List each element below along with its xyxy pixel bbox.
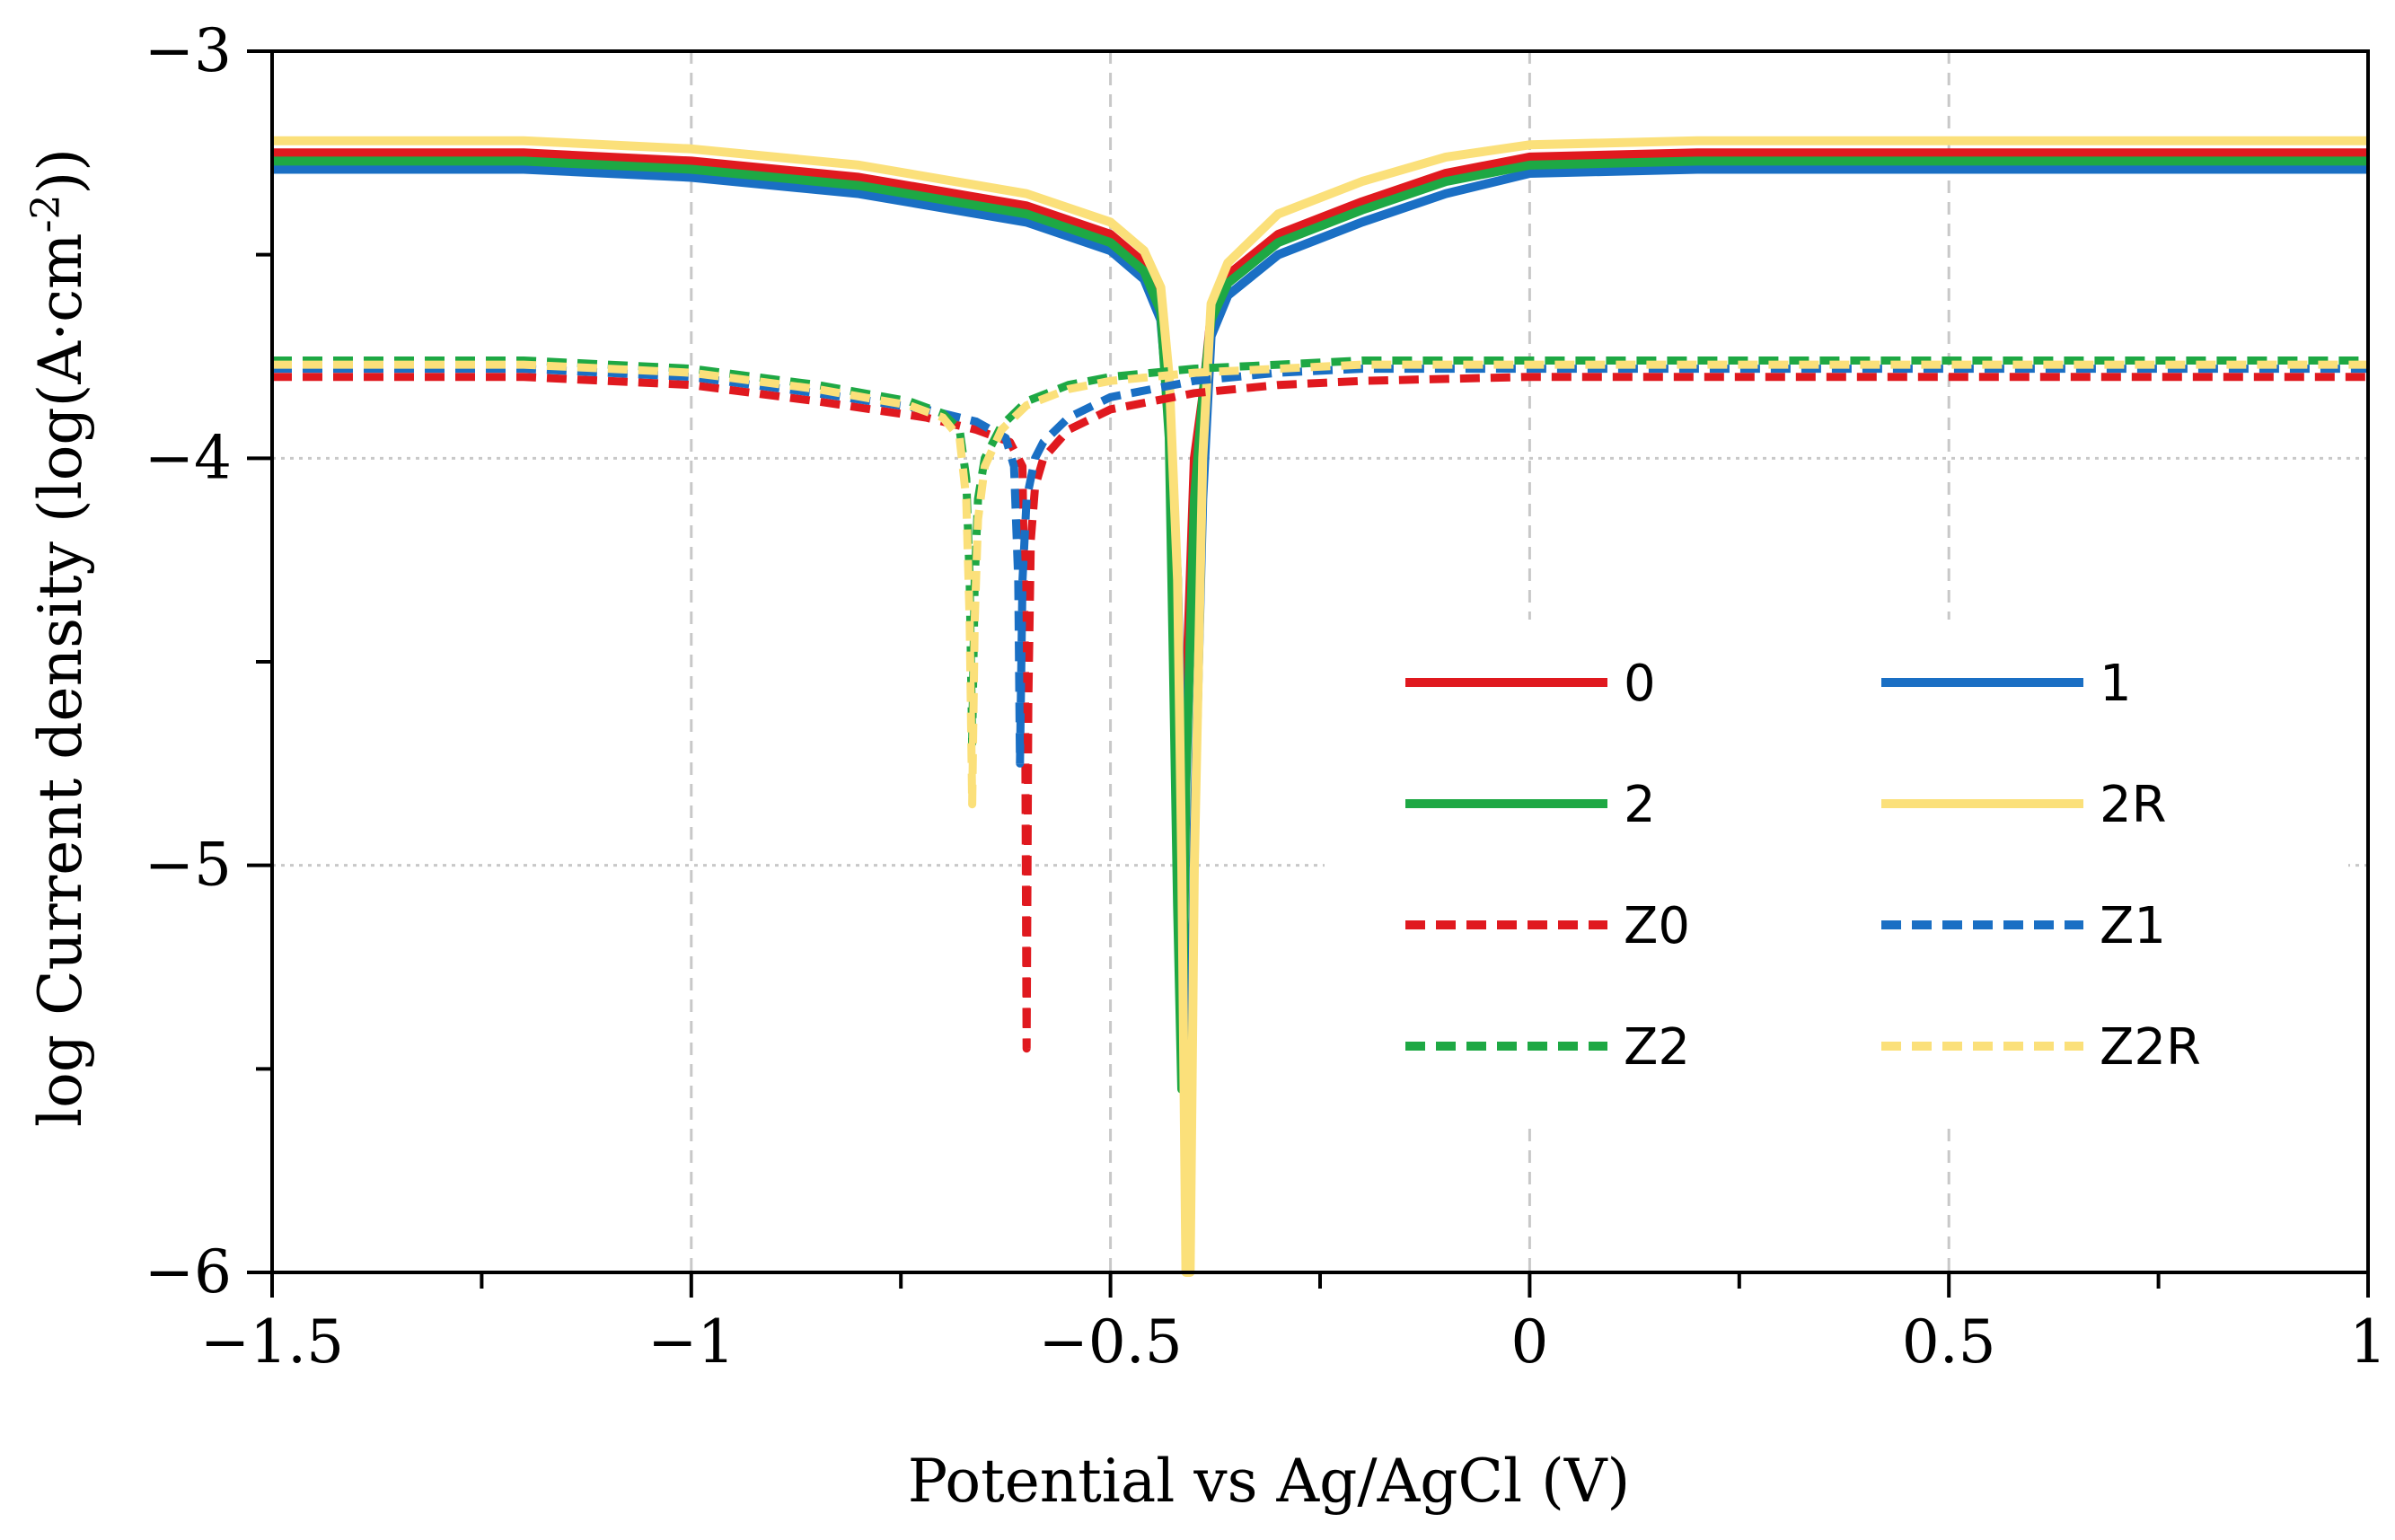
legend-item-z2r: Z2R xyxy=(1881,1018,2201,1077)
legend-label: 0 xyxy=(1624,655,1656,713)
y-axis-title-main: log Current density (log(A·cm xyxy=(26,233,95,1127)
legend: 0 1 2 2R Z0 Z1 Z2 Z2R xyxy=(1405,655,2201,1077)
tick-labels: −1.5 −1 −0.5 0 0.5 1 −6 −5 −4 −3 xyxy=(145,16,2387,1377)
series-line-z2r xyxy=(272,360,2368,809)
y-axis-title-end: )) xyxy=(26,148,95,195)
x-axis-title: Potential vs Ag/AgCl (V) xyxy=(908,1447,1631,1516)
legend-label: 1 xyxy=(2100,655,2132,713)
x-tick-label: 1 xyxy=(2349,1307,2387,1377)
x-tick-label: 0.5 xyxy=(1902,1307,1996,1377)
legend-label: Z2R xyxy=(2100,1018,2201,1077)
legend-box xyxy=(1325,620,2348,1122)
legend-label: Z2 xyxy=(1624,1018,1690,1077)
legend-item-1: 1 xyxy=(1881,655,2132,713)
axes xyxy=(247,49,2370,1298)
y-axis-title: log Current density (log(A·cm-2)) xyxy=(23,148,95,1127)
series-line-z0 xyxy=(272,373,2368,1053)
y-tick-label: −3 xyxy=(145,16,232,85)
y-tick-label: −4 xyxy=(145,423,232,492)
legend-item-2r: 2R xyxy=(1881,776,2167,834)
y-tick-label: −6 xyxy=(145,1237,232,1307)
legend-label: 2R xyxy=(2100,776,2167,834)
legend-item-z0: Z0 xyxy=(1405,897,1690,955)
legend-item-2: 2 xyxy=(1405,776,1656,834)
legend-item-z1: Z1 xyxy=(1881,897,2166,955)
legend-label: Z1 xyxy=(2100,897,2166,955)
legend-label: 2 xyxy=(1624,776,1656,834)
legend-item-0: 0 xyxy=(1405,655,1656,713)
x-tick-label: −0.5 xyxy=(1038,1307,1182,1377)
x-tick-label: −1.5 xyxy=(200,1307,344,1377)
x-tick-label: 0 xyxy=(1510,1307,1548,1377)
legend-label: Z0 xyxy=(1624,897,1690,955)
x-tick-label: −1 xyxy=(647,1307,735,1377)
legend-item-z2: Z2 xyxy=(1405,1018,1690,1077)
y-axis-title-superscript: -2 xyxy=(23,195,69,233)
y-tick-label: −5 xyxy=(145,831,232,900)
legend-background xyxy=(1325,620,2348,1122)
